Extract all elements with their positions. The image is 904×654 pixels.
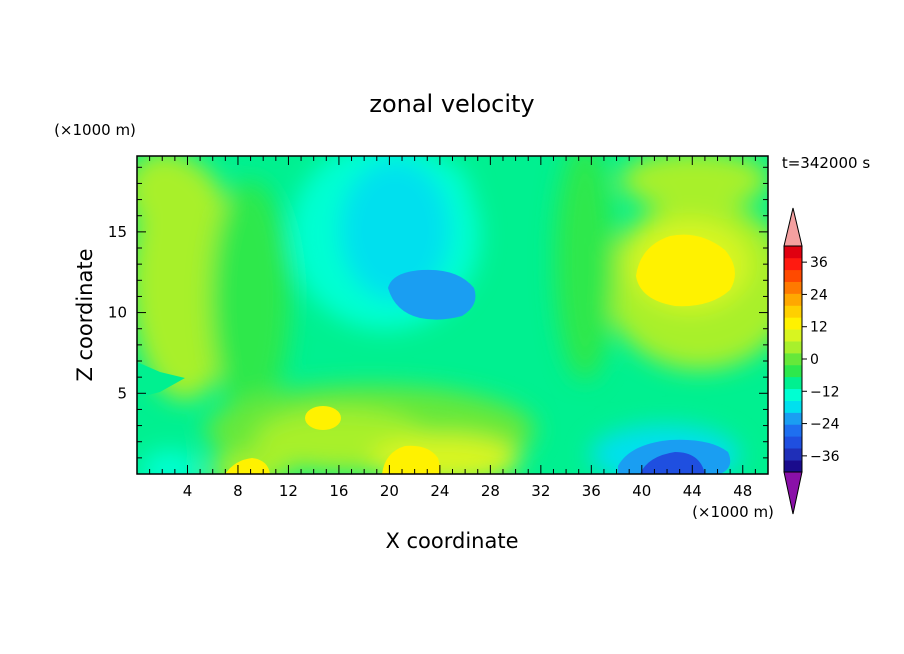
contour-field xyxy=(137,156,768,474)
x-tick-label: 44 xyxy=(683,482,702,500)
colorbar-tick-label: −12 xyxy=(810,384,840,400)
colorbar-swatch xyxy=(784,341,802,354)
colorbar-over-triangle xyxy=(783,207,803,247)
time-label: t=342000 s xyxy=(782,154,870,172)
colorbar-swatch xyxy=(784,436,802,449)
x-tick-label: 36 xyxy=(582,482,601,500)
colorbar-swatch xyxy=(784,353,802,366)
y-unit-label: (×1000 m) xyxy=(54,121,136,139)
y-tick-label: 5 xyxy=(117,384,127,402)
x-axis-label: X coordinate xyxy=(385,529,518,553)
colorbar-swatch xyxy=(784,400,802,413)
colorbar-tick-label: 24 xyxy=(810,287,828,303)
colorbar-tick-label: 0 xyxy=(810,352,819,368)
x-tick-label: 20 xyxy=(380,482,399,500)
colorbar-tick-label: −36 xyxy=(810,449,840,465)
colorbar-tick-label: 12 xyxy=(810,320,828,336)
colorbar: 36 24 12 0 −12 −24 −36 xyxy=(783,207,840,515)
colorbar-swatch xyxy=(784,257,802,271)
x-tick-label: 12 xyxy=(279,482,298,500)
x-tick-label: 48 xyxy=(733,482,752,500)
x-tick-label: 32 xyxy=(531,482,550,500)
colorbar-swatch xyxy=(784,412,802,425)
x-tick-label: 16 xyxy=(329,482,348,500)
colorbar-swatch xyxy=(784,246,802,259)
colorbar-swatch xyxy=(784,448,802,461)
colorbar-swatch xyxy=(784,293,802,306)
colorbar-swatch xyxy=(784,329,802,342)
y-axis-label: Z coordinate xyxy=(73,248,97,381)
colorbar-swatch xyxy=(784,388,802,401)
x-tick-label: 28 xyxy=(481,482,500,500)
colorbar-tick-label: −24 xyxy=(810,417,840,433)
colorbar-swatch xyxy=(784,460,802,473)
x-axis-ticks: 4 8 12 16 20 24 28 32 36 40 44 48 xyxy=(149,156,756,500)
colorbar-under-triangle xyxy=(783,471,803,515)
x-unit-label: (×1000 m) xyxy=(692,503,774,521)
colorbar-swatch xyxy=(784,281,802,294)
y-tick-label: 10 xyxy=(108,304,127,322)
colorbar-swatch xyxy=(784,317,802,330)
x-tick-label: 4 xyxy=(183,482,193,500)
colorbar-swatch xyxy=(784,364,802,378)
chart-title: zonal velocity xyxy=(369,90,534,118)
colorbar-swatch xyxy=(784,269,802,282)
y-tick-label: 15 xyxy=(108,223,127,241)
x-tick-label: 8 xyxy=(233,482,243,500)
colorbar-swatch xyxy=(784,424,802,437)
x-tick-label: 24 xyxy=(430,482,449,500)
colorbar-tick-label: 36 xyxy=(810,255,828,271)
colorbar-swatch xyxy=(784,305,802,318)
y-axis-ticks: 5 10 15 xyxy=(108,166,768,459)
colorbar-swatch xyxy=(784,376,802,390)
x-tick-label: 40 xyxy=(632,482,651,500)
